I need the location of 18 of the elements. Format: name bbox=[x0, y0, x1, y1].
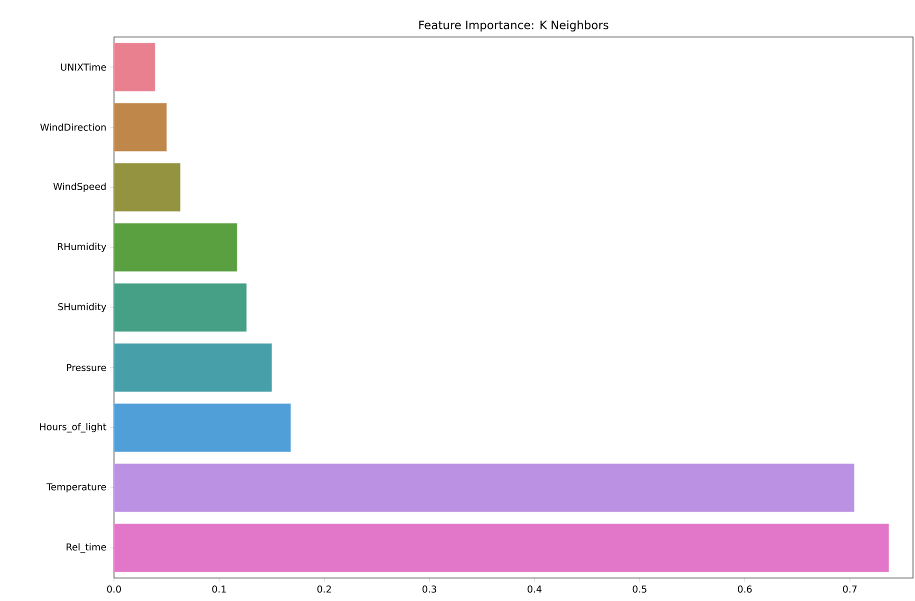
y-tick-label: RHumidity bbox=[58, 242, 106, 252]
x-tick-label: 0.7 bbox=[843, 586, 857, 593]
y-tick-label: Hours_of_light bbox=[40, 423, 106, 432]
chart-title: Feature Importance: K Neighbors bbox=[419, 20, 608, 32]
x-tick-label: 0.3 bbox=[422, 586, 436, 593]
x-tick-label: 0.4 bbox=[528, 586, 542, 593]
y-tick-label: Pressure bbox=[66, 364, 106, 372]
y-tick-label: Temperature bbox=[46, 483, 106, 492]
x-tick-label: 0.0 bbox=[107, 586, 121, 593]
y-tick-label: Rel_time bbox=[66, 543, 106, 553]
y-tick-label: UNIXTime bbox=[61, 63, 106, 71]
x-tick-label: 0.1 bbox=[212, 586, 226, 593]
x-tick-label: 0.2 bbox=[317, 586, 331, 593]
y-tick-label: SHumidity bbox=[58, 302, 106, 312]
x-tick-label: 0.5 bbox=[632, 586, 646, 593]
y-tick-label: WindDirection bbox=[40, 124, 106, 131]
x-tick-label: 0.6 bbox=[738, 586, 752, 593]
y-tick-label: WindSpeed bbox=[53, 182, 106, 192]
